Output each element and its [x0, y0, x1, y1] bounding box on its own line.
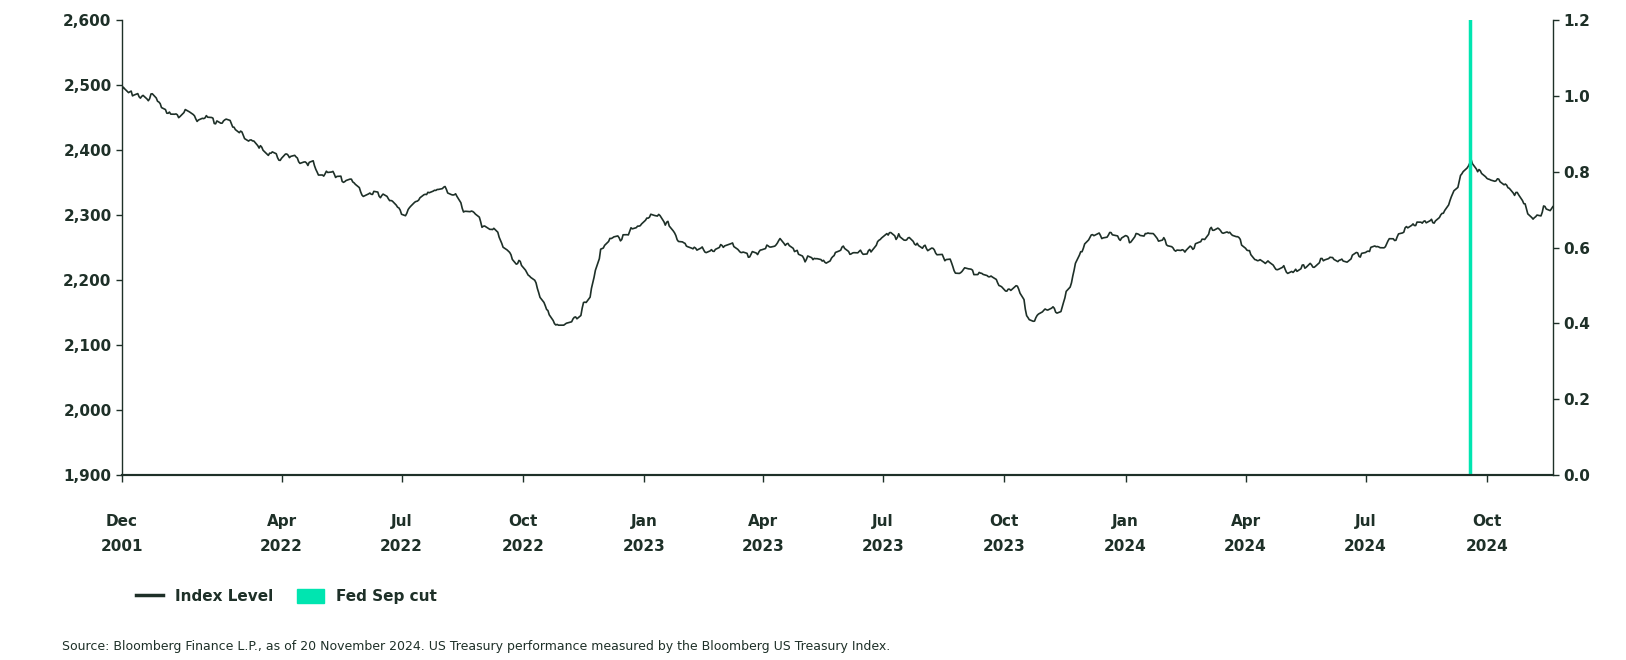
Text: Dec: Dec: [106, 514, 138, 529]
Text: Jan: Jan: [1112, 514, 1138, 529]
Text: Jul: Jul: [872, 514, 894, 529]
Text: 2022: 2022: [260, 539, 302, 554]
Text: Oct: Oct: [1472, 514, 1501, 529]
Text: Oct: Oct: [990, 514, 1020, 529]
Text: 2024: 2024: [1104, 539, 1146, 554]
Text: Jul: Jul: [1354, 514, 1376, 529]
Text: Oct: Oct: [509, 514, 538, 529]
Text: Source: Bloomberg Finance L.P., as of 20 November 2024. US Treasury performance : Source: Bloomberg Finance L.P., as of 20…: [62, 640, 889, 653]
Text: Jul: Jul: [390, 514, 413, 529]
Text: 2023: 2023: [862, 539, 904, 554]
Text: 2022: 2022: [380, 539, 423, 554]
Text: 2023: 2023: [741, 539, 784, 554]
Text: 2024: 2024: [1224, 539, 1267, 554]
Text: Apr: Apr: [267, 514, 296, 529]
Text: Apr: Apr: [1231, 514, 1260, 529]
Text: Apr: Apr: [748, 514, 777, 529]
Text: 2024: 2024: [1465, 539, 1509, 554]
Text: 2022: 2022: [501, 539, 545, 554]
Text: 2023: 2023: [623, 539, 665, 554]
Text: 2024: 2024: [1345, 539, 1387, 554]
Text: 2023: 2023: [982, 539, 1026, 554]
Text: 2001: 2001: [101, 539, 143, 554]
Text: Jan: Jan: [631, 514, 657, 529]
Legend: Index Level, Fed Sep cut: Index Level, Fed Sep cut: [130, 583, 444, 610]
